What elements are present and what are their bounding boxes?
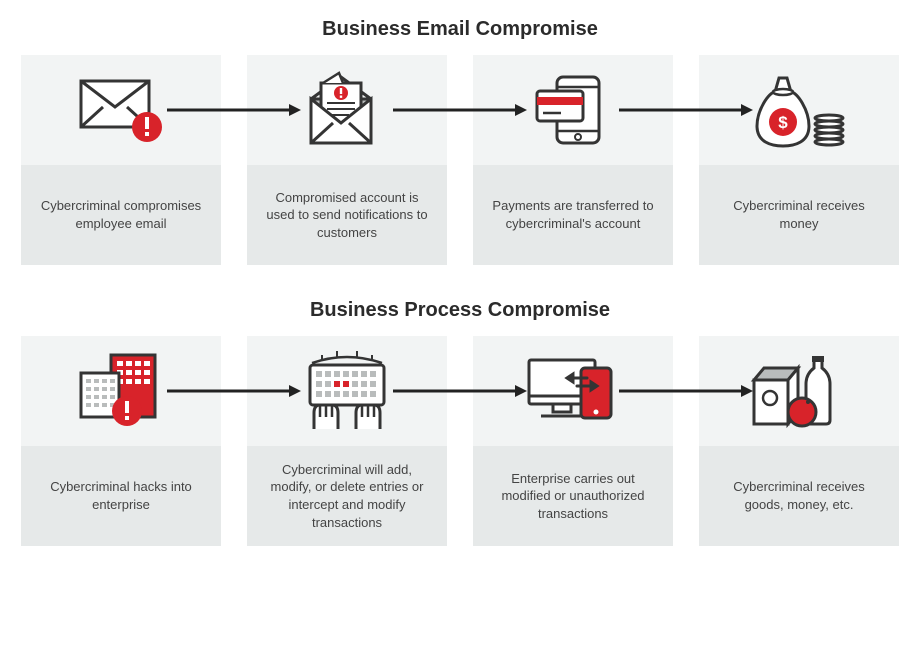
arrow-1	[221, 336, 247, 546]
step-bpc-3: Enterprise carries out modified or unaut…	[473, 336, 673, 546]
icon-area: $	[699, 55, 899, 165]
step-bec-1: Cybercriminal compromises employee email	[21, 55, 221, 265]
step-label: Cybercriminal receives money	[699, 165, 899, 265]
icon-area	[21, 336, 221, 446]
icon-area	[247, 336, 447, 446]
flow-row-bpc: Cybercriminal hacks into enterprise	[0, 336, 920, 546]
step-label: Cybercriminal receives goods, money, etc…	[699, 446, 899, 546]
monitor-phone-swap-icon	[521, 350, 625, 432]
icon-area	[473, 55, 673, 165]
section-title-bpc: Business Process Compromise	[0, 299, 920, 322]
icon-area	[247, 55, 447, 165]
icon-area	[473, 336, 673, 446]
open-envelope-alert-icon	[301, 69, 393, 151]
arrow-2	[447, 55, 473, 265]
step-label: Cybercriminal hacks into enterprise	[21, 446, 221, 546]
step-bpc-2: Cybercriminal will add, modify, or delet…	[247, 336, 447, 546]
keyboard-hands-icon	[292, 347, 402, 435]
arrow-3	[673, 336, 699, 546]
step-label: Enterprise carries out modified or unaut…	[473, 446, 673, 546]
arrow-3	[673, 55, 699, 265]
step-label: Compromised account is used to send noti…	[247, 165, 447, 265]
step-bpc-1: Cybercriminal hacks into enterprise	[21, 336, 221, 546]
goods-icon	[744, 350, 854, 432]
envelope-alert-icon	[75, 75, 167, 145]
step-bpc-4: Cybercriminal receives goods, money, etc…	[699, 336, 899, 546]
buildings-alert-icon	[71, 349, 171, 433]
step-label: Cybercriminal will add, modify, or delet…	[247, 446, 447, 546]
icon-area	[21, 55, 221, 165]
step-label: Payments are transferred to cybercrimina…	[473, 165, 673, 265]
step-bec-2: Compromised account is used to send noti…	[247, 55, 447, 265]
step-bec-4: $ Cybercriminal receives money	[699, 55, 899, 265]
step-label: Cybercriminal compromises employee email	[21, 165, 221, 265]
section-title-bec: Business Email Compromise	[0, 18, 920, 41]
icon-area	[699, 336, 899, 446]
svg-text:$: $	[778, 113, 788, 132]
section-bpc: Business Process Compromise	[0, 299, 920, 546]
arrow-2	[447, 336, 473, 546]
step-bec-3: Payments are transferred to cybercrimina…	[473, 55, 673, 265]
money-bag-icon: $	[749, 68, 849, 152]
arrow-1	[221, 55, 247, 265]
phone-card-icon	[527, 69, 619, 151]
section-bec: Business Email Compromise Cybercriminal …	[0, 18, 920, 265]
flow-row-bec: Cybercriminal compromises employee email	[0, 55, 920, 265]
